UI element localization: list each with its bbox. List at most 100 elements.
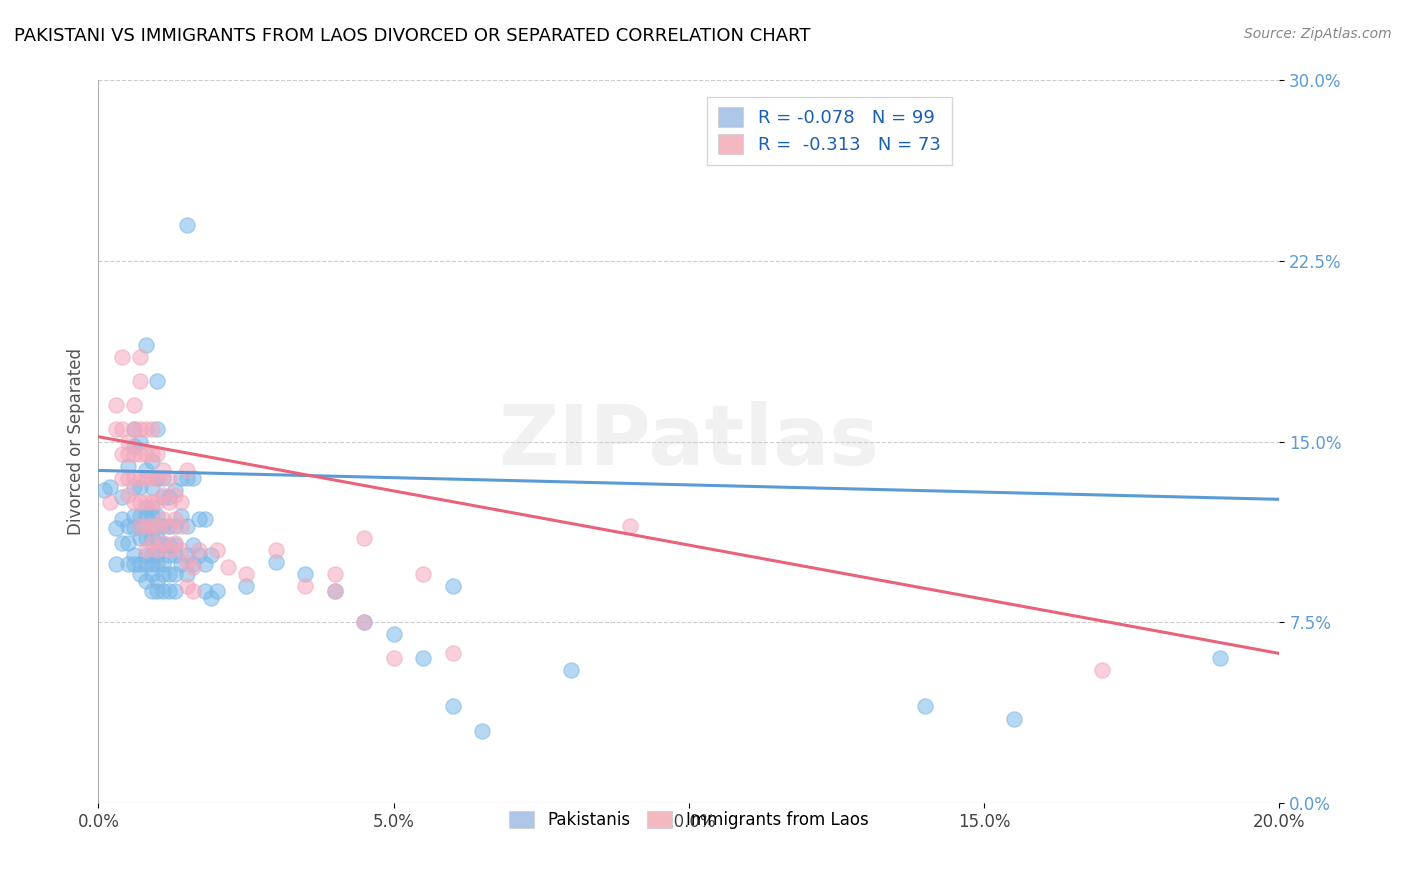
Point [235, 579, 257, 593]
Point [117, 434, 139, 449]
Point [1002, 712, 1025, 726]
Point [135, 470, 157, 484]
Point [146, 583, 169, 598]
Point [141, 494, 163, 508]
Point [111, 350, 134, 364]
Point [141, 422, 163, 436]
Point [157, 567, 180, 582]
Point [181, 538, 204, 552]
Point [165, 538, 187, 552]
Point [441, 579, 464, 593]
Point [170, 542, 193, 557]
Point [111, 422, 134, 436]
Y-axis label: Divorced or Separated: Divorced or Separated [66, 348, 84, 535]
Point [471, 723, 494, 738]
Point [135, 463, 157, 477]
Point [128, 494, 150, 508]
Point [323, 567, 346, 582]
Point [205, 542, 228, 557]
Point [111, 535, 134, 549]
Point [146, 558, 169, 572]
Point [194, 583, 217, 598]
Point [412, 567, 434, 582]
Point [122, 494, 145, 508]
Point [264, 542, 287, 557]
Point [135, 558, 157, 572]
Point [128, 531, 150, 545]
Point [165, 483, 187, 497]
Point [194, 558, 217, 572]
Point [122, 422, 145, 436]
Point [146, 374, 169, 388]
Point [152, 538, 174, 552]
Point [165, 518, 187, 533]
Point [152, 558, 174, 572]
Point [1091, 664, 1114, 678]
Point [157, 538, 180, 552]
Point [194, 511, 217, 525]
Point [187, 511, 209, 525]
Point [105, 398, 128, 412]
Point [146, 518, 169, 533]
Point [141, 535, 163, 549]
Point [122, 398, 145, 412]
Point [111, 470, 134, 484]
Point [157, 490, 180, 504]
Point [187, 548, 209, 562]
Point [200, 548, 222, 562]
Text: Source: ZipAtlas.com: Source: ZipAtlas.com [1244, 27, 1392, 41]
Point [117, 470, 139, 484]
Point [117, 535, 139, 549]
Point [128, 558, 150, 572]
Text: PAKISTANI VS IMMIGRANTS FROM LAOS DIVORCED OR SEPARATED CORRELATION CHART: PAKISTANI VS IMMIGRANTS FROM LAOS DIVORC… [14, 27, 811, 45]
Point [105, 558, 128, 572]
Point [128, 350, 150, 364]
Point [122, 521, 145, 535]
Point [135, 509, 157, 524]
Point [217, 559, 239, 574]
Point [93, 483, 115, 497]
Point [117, 558, 139, 572]
Point [157, 470, 180, 484]
Point [146, 542, 169, 557]
Point [141, 480, 163, 494]
Point [122, 422, 145, 436]
Point [141, 518, 163, 533]
Point [382, 651, 405, 665]
Point [176, 518, 198, 533]
Point [135, 531, 157, 545]
Point [122, 439, 145, 453]
Point [187, 542, 209, 557]
Point [157, 518, 180, 533]
Point [111, 511, 134, 525]
Point [122, 446, 145, 460]
Point [141, 558, 163, 572]
Point [176, 470, 198, 484]
Point [146, 518, 169, 533]
Point [157, 548, 180, 562]
Point [152, 535, 174, 549]
Point [146, 574, 169, 589]
Point [441, 647, 464, 661]
Point [181, 583, 204, 598]
Point [176, 218, 198, 232]
Point [146, 470, 169, 484]
Point [157, 494, 180, 508]
Point [382, 627, 405, 641]
Point [135, 518, 157, 533]
Point [176, 579, 198, 593]
Point [128, 374, 150, 388]
Point [146, 470, 169, 484]
Point [141, 500, 163, 514]
Point [170, 470, 193, 484]
Point [135, 548, 157, 562]
Point [323, 583, 346, 598]
Point [122, 509, 145, 524]
Point [135, 446, 157, 460]
Point [128, 518, 150, 533]
Point [146, 494, 169, 508]
Point [181, 559, 204, 574]
Point [157, 518, 180, 533]
Point [152, 463, 174, 477]
Point [128, 518, 150, 533]
